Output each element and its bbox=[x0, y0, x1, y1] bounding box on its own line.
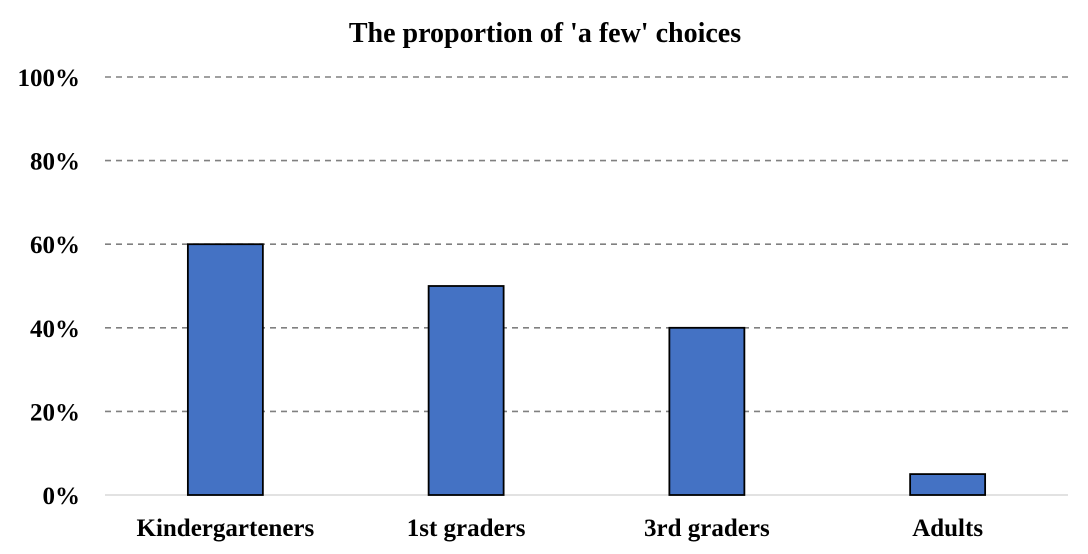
bar-kindergarteners bbox=[186, 243, 264, 496]
bar-adults bbox=[909, 473, 987, 496]
x-category-label: Kindergarteners bbox=[137, 515, 315, 542]
bar-3rd-graders bbox=[668, 326, 746, 496]
y-tick-label: 20% bbox=[30, 399, 80, 426]
y-axis-tick-labels: 0% 20% 40% 60% 80% 100% bbox=[18, 65, 81, 510]
chart-title: The proportion of 'a few' choices bbox=[349, 18, 741, 49]
y-tick-label: 40% bbox=[30, 316, 80, 343]
y-tick-label: 80% bbox=[30, 149, 80, 176]
bars bbox=[186, 243, 987, 496]
x-category-label: 3rd graders bbox=[644, 515, 770, 542]
bar-1st-graders bbox=[427, 285, 505, 496]
x-axis-category-labels: Kindergarteners 1st graders 3rd graders Adu… bbox=[137, 515, 984, 542]
x-category-label: Adults bbox=[912, 515, 983, 542]
y-tick-label: 60% bbox=[30, 232, 80, 259]
y-tick-label: 100% bbox=[18, 65, 81, 92]
x-category-label: 1st graders bbox=[407, 515, 526, 542]
y-tick-label: 0% bbox=[43, 483, 81, 510]
gridlines bbox=[105, 76, 1068, 496]
